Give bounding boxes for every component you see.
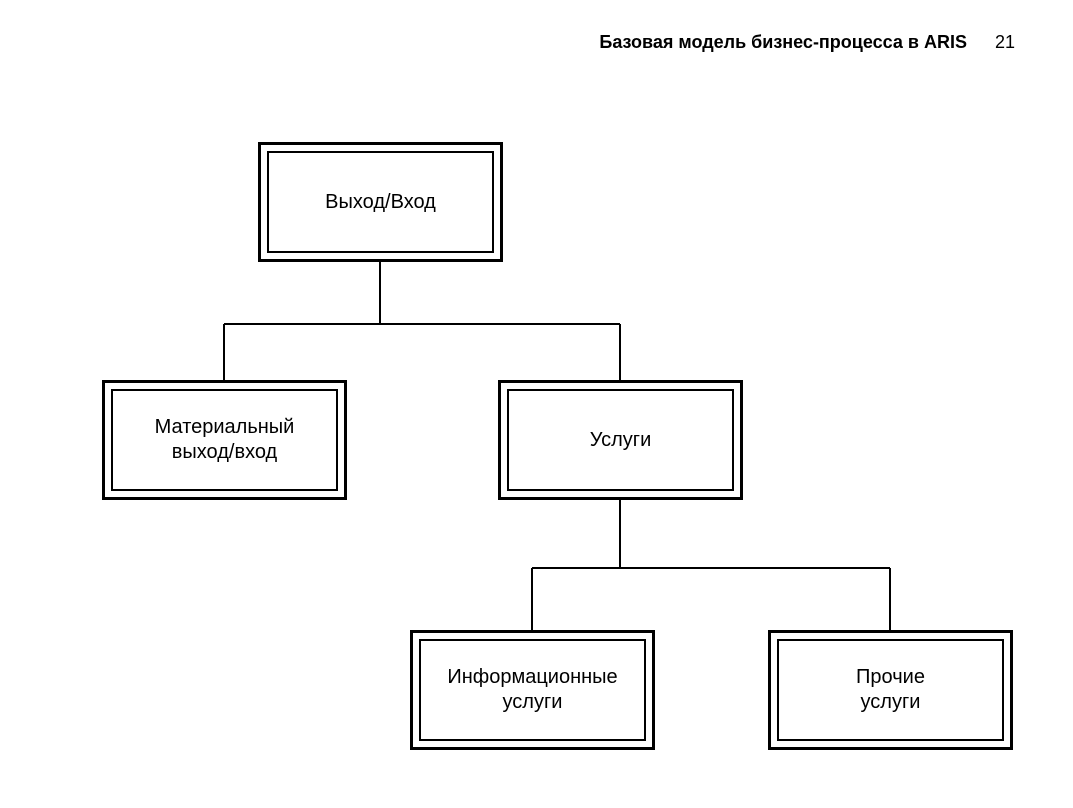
page-number: 21 (995, 32, 1015, 53)
node-label: Материальный выход/вход (155, 415, 295, 465)
node-label: Прочие услуги (856, 665, 925, 715)
tree-diagram: Выход/Вход Материальный выход/вход Услуги И… (0, 0, 1073, 808)
tree-node-info: Информационные услуги (410, 630, 655, 750)
page-header: Базовая модель бизнес-процесса в ARIS 21 (599, 32, 1015, 53)
connector-layer (0, 0, 1073, 808)
node-label: Услуги (590, 428, 652, 453)
tree-node-other: Прочие услуги (768, 630, 1013, 750)
node-inner-border (111, 389, 338, 491)
node-label: Выход/Вход (325, 190, 436, 215)
node-inner-border (419, 639, 646, 741)
tree-node-services: Услуги (498, 380, 743, 500)
node-inner-border (267, 151, 494, 253)
node-inner-border (507, 389, 734, 491)
node-inner-border (777, 639, 1004, 741)
node-label: Информационные услуги (447, 665, 617, 715)
tree-node-material: Материальный выход/вход (102, 380, 347, 500)
tree-node-root: Выход/Вход (258, 142, 503, 262)
header-title: Базовая модель бизнес-процесса в ARIS (599, 32, 967, 53)
